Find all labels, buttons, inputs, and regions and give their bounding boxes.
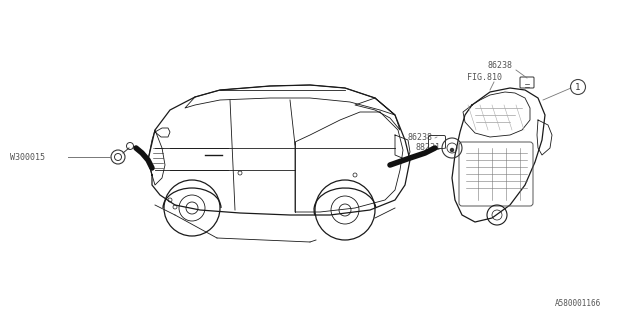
Text: 88231: 88231	[415, 143, 440, 153]
Circle shape	[451, 148, 454, 151]
Text: A580001166: A580001166	[555, 299, 601, 308]
Text: 1: 1	[575, 83, 580, 92]
Text: 86238: 86238	[408, 133, 433, 142]
Text: 86238: 86238	[487, 60, 512, 69]
Text: W300015: W300015	[10, 153, 45, 162]
Text: FIG.810: FIG.810	[467, 74, 502, 83]
